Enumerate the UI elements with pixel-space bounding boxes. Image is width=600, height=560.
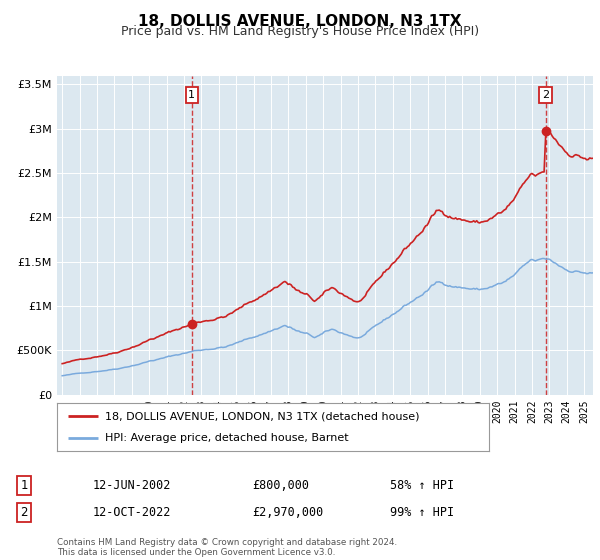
Text: 2: 2 [542, 90, 549, 100]
Text: £2,970,000: £2,970,000 [252, 506, 323, 519]
Text: HPI: Average price, detached house, Barnet: HPI: Average price, detached house, Barn… [104, 433, 348, 443]
Text: 18, DOLLIS AVENUE, LONDON, N3 1TX (detached house): 18, DOLLIS AVENUE, LONDON, N3 1TX (detac… [104, 411, 419, 421]
Text: 58% ↑ HPI: 58% ↑ HPI [390, 479, 454, 492]
Text: £800,000: £800,000 [252, 479, 309, 492]
Text: Price paid vs. HM Land Registry's House Price Index (HPI): Price paid vs. HM Land Registry's House … [121, 25, 479, 38]
Text: 1: 1 [20, 479, 28, 492]
Text: 1: 1 [188, 90, 196, 100]
Text: Contains HM Land Registry data © Crown copyright and database right 2024.: Contains HM Land Registry data © Crown c… [57, 538, 397, 547]
Text: 99% ↑ HPI: 99% ↑ HPI [390, 506, 454, 519]
Text: 18, DOLLIS AVENUE, LONDON, N3 1TX: 18, DOLLIS AVENUE, LONDON, N3 1TX [138, 14, 462, 29]
Text: 12-JUN-2002: 12-JUN-2002 [93, 479, 172, 492]
Text: 12-OCT-2022: 12-OCT-2022 [93, 506, 172, 519]
Text: 2: 2 [20, 506, 28, 519]
Text: This data is licensed under the Open Government Licence v3.0.: This data is licensed under the Open Gov… [57, 548, 335, 557]
